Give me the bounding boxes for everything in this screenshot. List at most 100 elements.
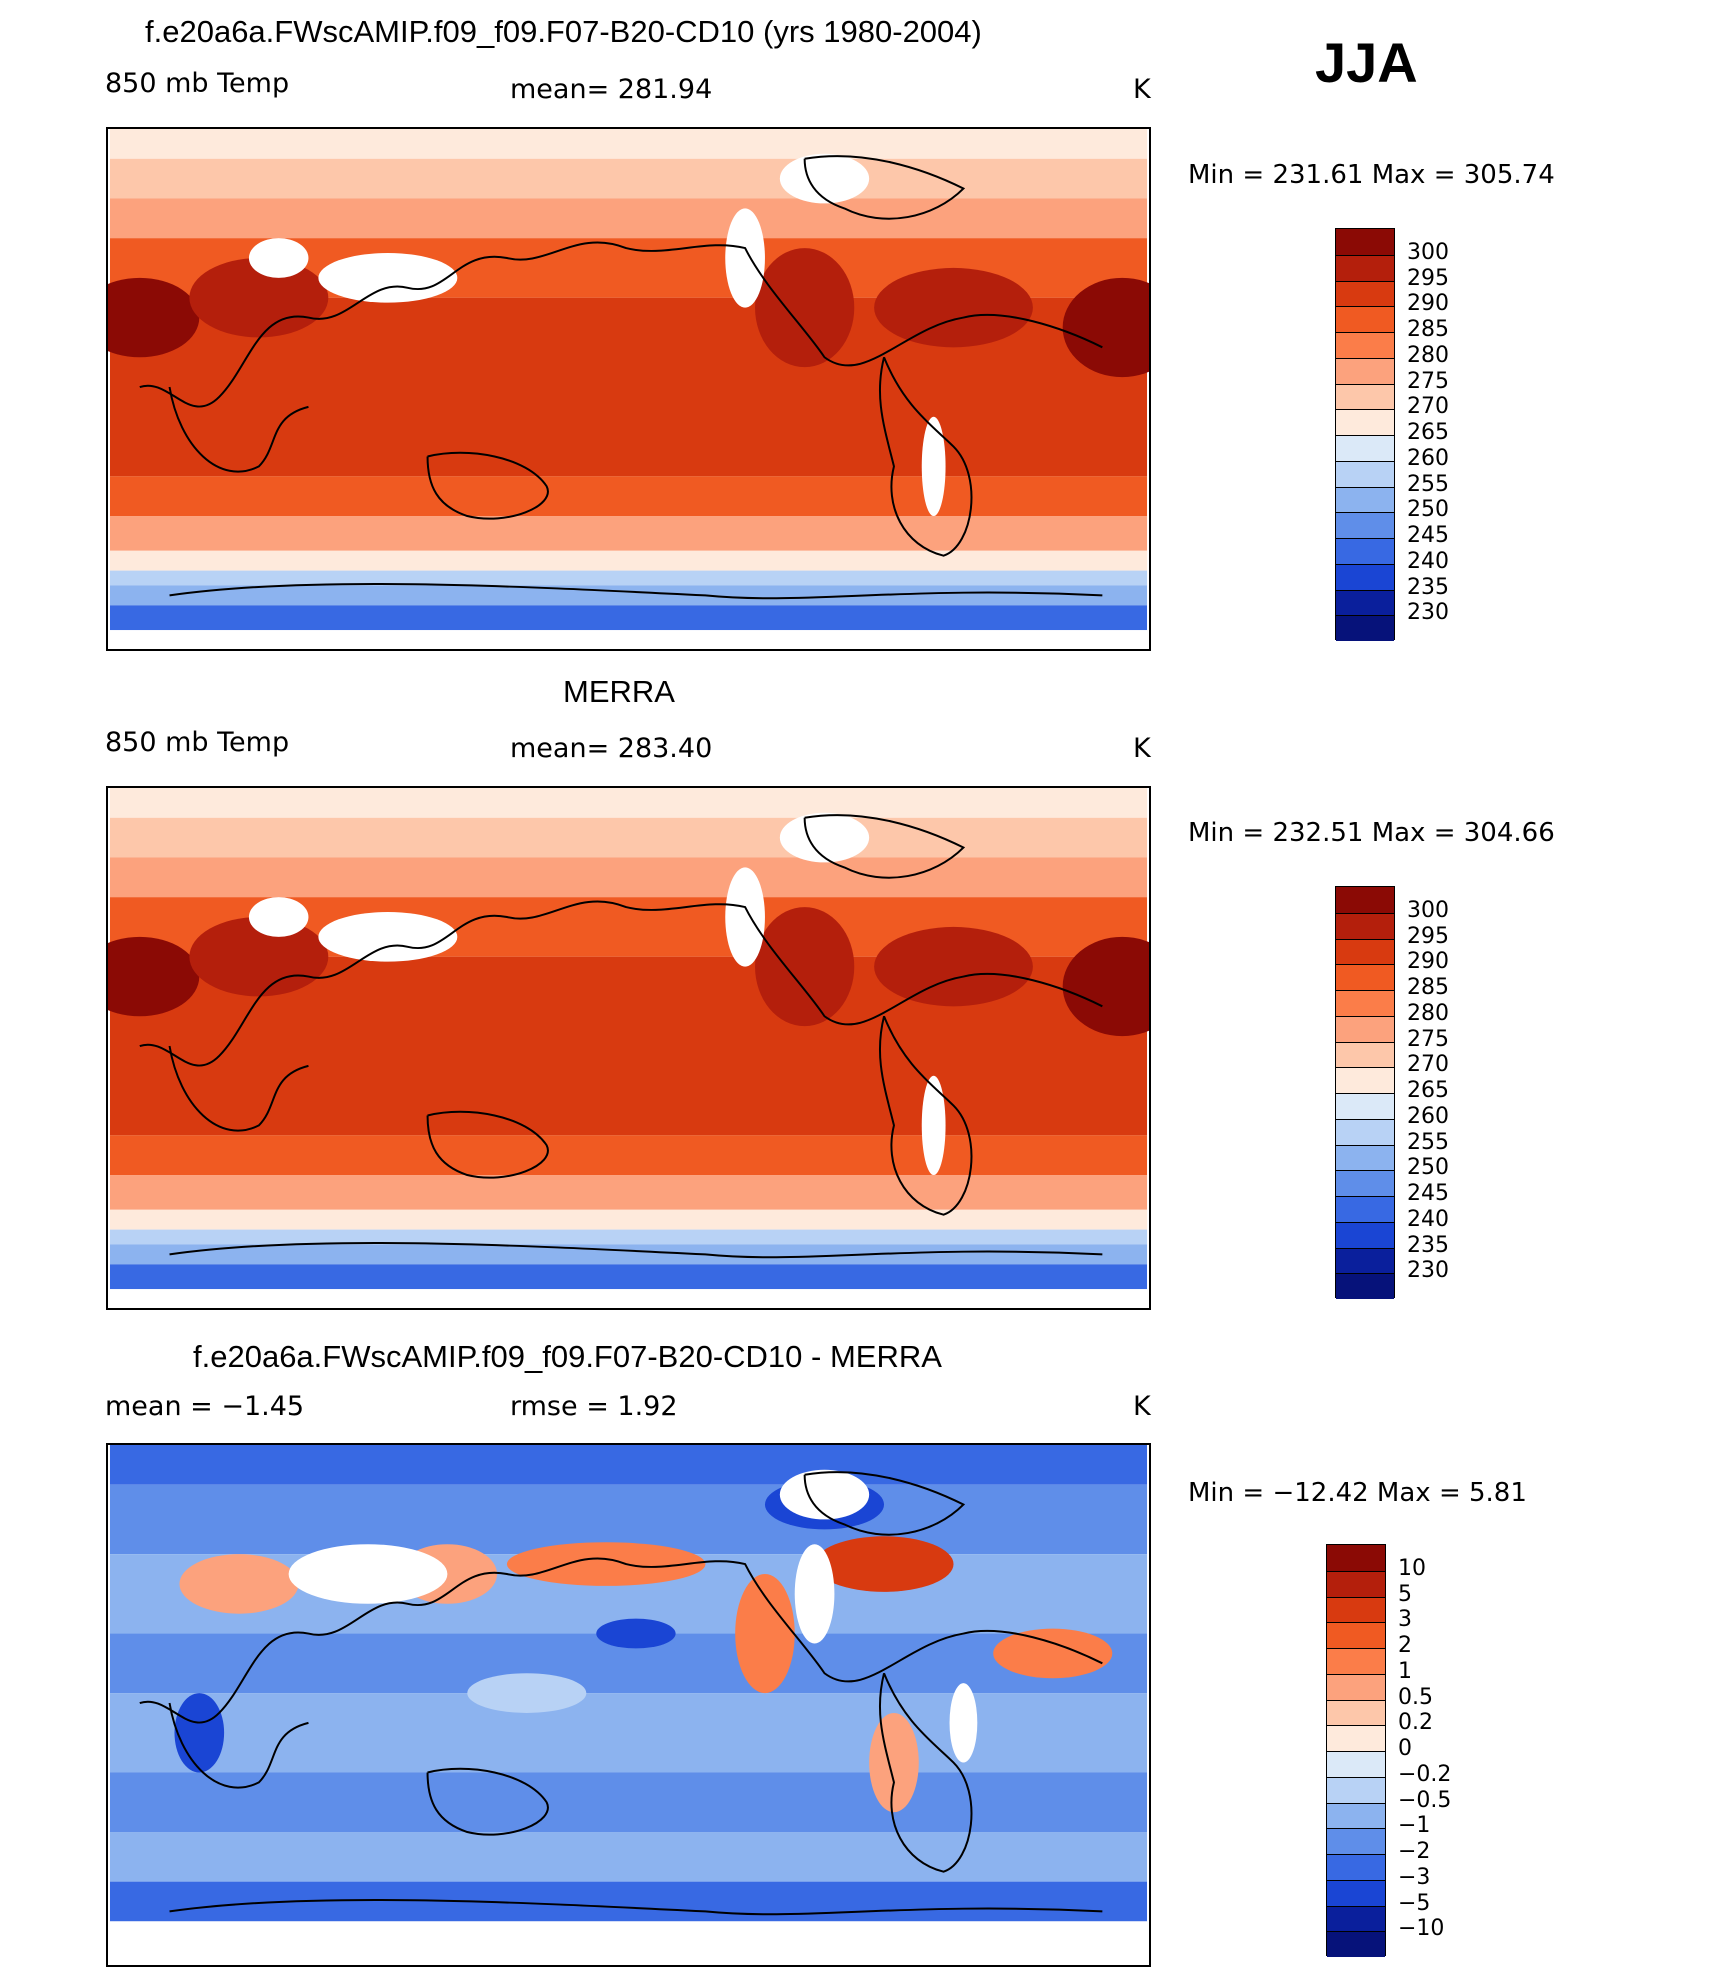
missing-data-area (318, 912, 458, 962)
panel-3-minmax: Min = −12.42 Max = 5.81 (1188, 1478, 1527, 1508)
missing-data-area (248, 238, 309, 278)
colorbar-swatch (1327, 1854, 1385, 1880)
colorbar-tick-label: 235 (1407, 1232, 1449, 1258)
field-anomaly (1062, 277, 1149, 378)
missing-data-area (949, 1683, 978, 1763)
colorbar-tick-label: −5 (1398, 1890, 1431, 1916)
field-band (109, 1135, 1148, 1176)
colorbar-tick-label: 255 (1407, 1129, 1449, 1155)
colorbar-tick-label: 230 (1407, 600, 1449, 626)
coastline (168, 386, 309, 473)
colorbar-swatch (1336, 1015, 1394, 1042)
field-band (109, 857, 1148, 898)
field-band (109, 1445, 1148, 1485)
field-band (109, 476, 1148, 517)
colorbar-swatch (1327, 1648, 1385, 1674)
colorbar-swatch (1336, 306, 1394, 332)
field-anomaly (814, 1536, 954, 1592)
colorbar-swatch (1336, 357, 1394, 384)
colorbar-swatch (1336, 1170, 1394, 1196)
colorbar-swatch (1336, 229, 1394, 255)
colorbar-tick-label: 3 (1398, 1607, 1412, 1633)
panel-3-map (106, 1443, 1151, 1967)
season-label: JJA (1315, 31, 1418, 94)
missing-data-area (248, 897, 309, 937)
field-anomaly (1062, 936, 1149, 1037)
colorbar-swatch (1336, 409, 1394, 435)
panel-3-left-label: mean = −1.45 (105, 1391, 305, 1422)
colorbar-swatch (1336, 383, 1394, 410)
panel-3-colorbar (1326, 1544, 1386, 1957)
field-band (109, 1772, 1148, 1833)
coastline (426, 1767, 549, 1836)
colorbar-swatch (1327, 1699, 1385, 1726)
colorbar-tick-label: 250 (1407, 497, 1449, 523)
colorbar-swatch (1336, 460, 1394, 487)
colorbar-swatch (1336, 512, 1394, 538)
field-anomaly (993, 1628, 1113, 1679)
colorbar-swatch (1336, 615, 1394, 641)
panel-1-colorbar (1335, 228, 1395, 641)
colorbar-swatch (1327, 1802, 1385, 1829)
panel-1-map (106, 127, 1151, 651)
field-band (109, 570, 1148, 586)
field-band (109, 817, 1148, 858)
field-band (109, 516, 1148, 551)
colorbar-swatch (1336, 1247, 1394, 1274)
colorbar-swatch (1327, 1905, 1385, 1932)
panel-2-colorbar (1335, 886, 1395, 1299)
field-band (109, 1175, 1148, 1210)
coastline (169, 582, 1103, 600)
panel-1-left-label: 850 mb Temp (105, 68, 290, 99)
coastline (169, 1898, 1103, 1916)
colorbar-tick-label: 300 (1407, 239, 1449, 265)
colorbar-swatch (1336, 1144, 1394, 1171)
field-band (109, 129, 1148, 159)
field-anomaly (869, 1712, 919, 1813)
colorbar-tick-label: 290 (1407, 291, 1449, 317)
colorbar-swatch (1336, 332, 1394, 358)
field-band (109, 1229, 1148, 1245)
field-band (109, 1244, 1148, 1265)
colorbar-tick-label: 240 (1407, 1206, 1449, 1232)
colorbar-tick-label: 265 (1407, 1078, 1449, 1103)
colorbar-tick-label: 295 (1407, 265, 1449, 291)
panel-1-minmax: Min = 231.61 Max = 305.74 (1188, 160, 1555, 190)
field-anomaly (506, 1542, 706, 1586)
colorbar-swatch (1327, 1545, 1385, 1571)
colorbar-swatch (1336, 990, 1394, 1016)
coastline (139, 241, 1103, 408)
colorbar-tick-label: 295 (1407, 923, 1449, 949)
colorbar-tick-label: −10 (1398, 1916, 1445, 1942)
colorbar-tick-label: 285 (1407, 975, 1449, 1000)
colorbar-swatch (1336, 1041, 1394, 1068)
coastline (169, 1241, 1103, 1259)
colorbar-swatch (1336, 280, 1394, 307)
coastline (878, 1672, 973, 1873)
colorbar-tick-label: −2 (1398, 1839, 1431, 1864)
missing-data-area (794, 1544, 835, 1644)
colorbar-tick-label: −3 (1398, 1864, 1431, 1890)
colorbar-swatch (1336, 486, 1394, 513)
colorbar-swatch (1336, 938, 1394, 965)
colorbar-tick-label: 10 (1398, 1555, 1426, 1581)
colorbar-tick-label: 285 (1407, 317, 1449, 342)
panel-3-units: K (1133, 1391, 1151, 1422)
field-band (109, 1921, 1148, 1965)
panel-3-title: f.e20a6a.FWscAMIP.f09_f09.F07-B20-CD10 -… (193, 1339, 942, 1374)
missing-data-area (921, 1075, 946, 1176)
field-band (109, 585, 1148, 606)
colorbar-swatch (1336, 589, 1394, 616)
colorbar-swatch (1327, 1673, 1385, 1700)
coastline (803, 1471, 966, 1536)
colorbar-swatch (1336, 1196, 1394, 1222)
field-band (109, 1289, 1148, 1308)
coastline (878, 1015, 973, 1216)
field-band (109, 198, 1148, 239)
field-band (109, 788, 1148, 818)
colorbar-tick-label: −0.5 (1398, 1787, 1452, 1813)
map-field (109, 1445, 1148, 1965)
panel-2-left-label: 850 mb Temp (105, 727, 290, 758)
field-anomaly (755, 907, 855, 1027)
field-band (109, 630, 1148, 649)
